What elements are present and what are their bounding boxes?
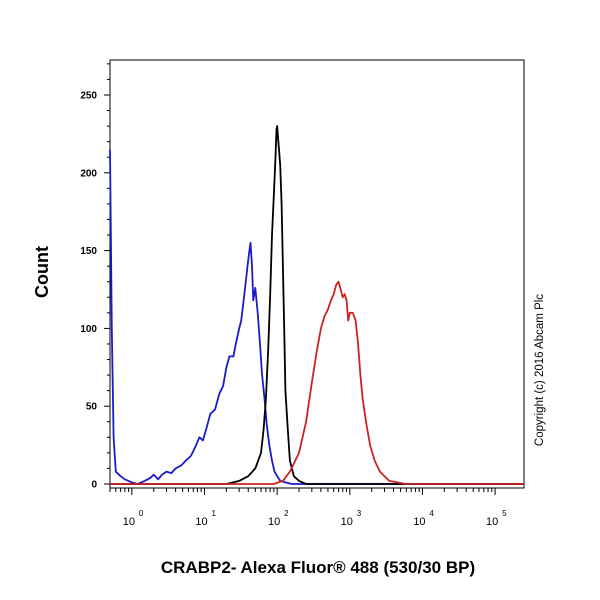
x-tick-exponent: 5 [502,509,507,518]
x-tick-label: 10 [123,516,135,528]
x-tick-exponent: 0 [139,509,144,518]
blue-histogram-series [109,149,524,485]
x-tick-exponent: 3 [357,509,362,518]
x-tick-label: 10 [268,516,280,528]
x-axis-label: CRABP2- Alexa Fluor® 488 (530/30 BP) [161,558,475,577]
y-tick-label: 250 [80,91,97,102]
copyright-watermark: Copyright (c) 2016 Abcam Plc [534,294,546,446]
y-tick-label: 0 [91,480,97,491]
x-tick-label: 10 [413,516,425,528]
red-histogram-series [110,280,524,485]
black-histogram-series [110,125,524,485]
x-tick-label: 10 [341,516,353,528]
y-tick-label: 50 [86,402,98,413]
x-tick-exponent: 4 [429,509,434,518]
y-tick-label: 150 [80,246,97,257]
x-tick-exponent: 2 [284,509,289,518]
y-axis-label: Count [32,246,52,298]
y-axis-ticks: 0 50 100 150 200 250 [80,63,110,491]
y-tick-label: 100 [80,324,97,335]
x-tick-label: 10 [486,516,498,528]
y-tick-label: 200 [80,168,97,179]
plot-frame [109,59,525,489]
x-tick-label: 10 [195,516,207,528]
x-axis-ticks: 10 0 10 1 10 2 10 3 10 4 10 5 [109,488,507,528]
x-tick-exponent: 1 [212,509,217,518]
series-group [109,125,524,485]
